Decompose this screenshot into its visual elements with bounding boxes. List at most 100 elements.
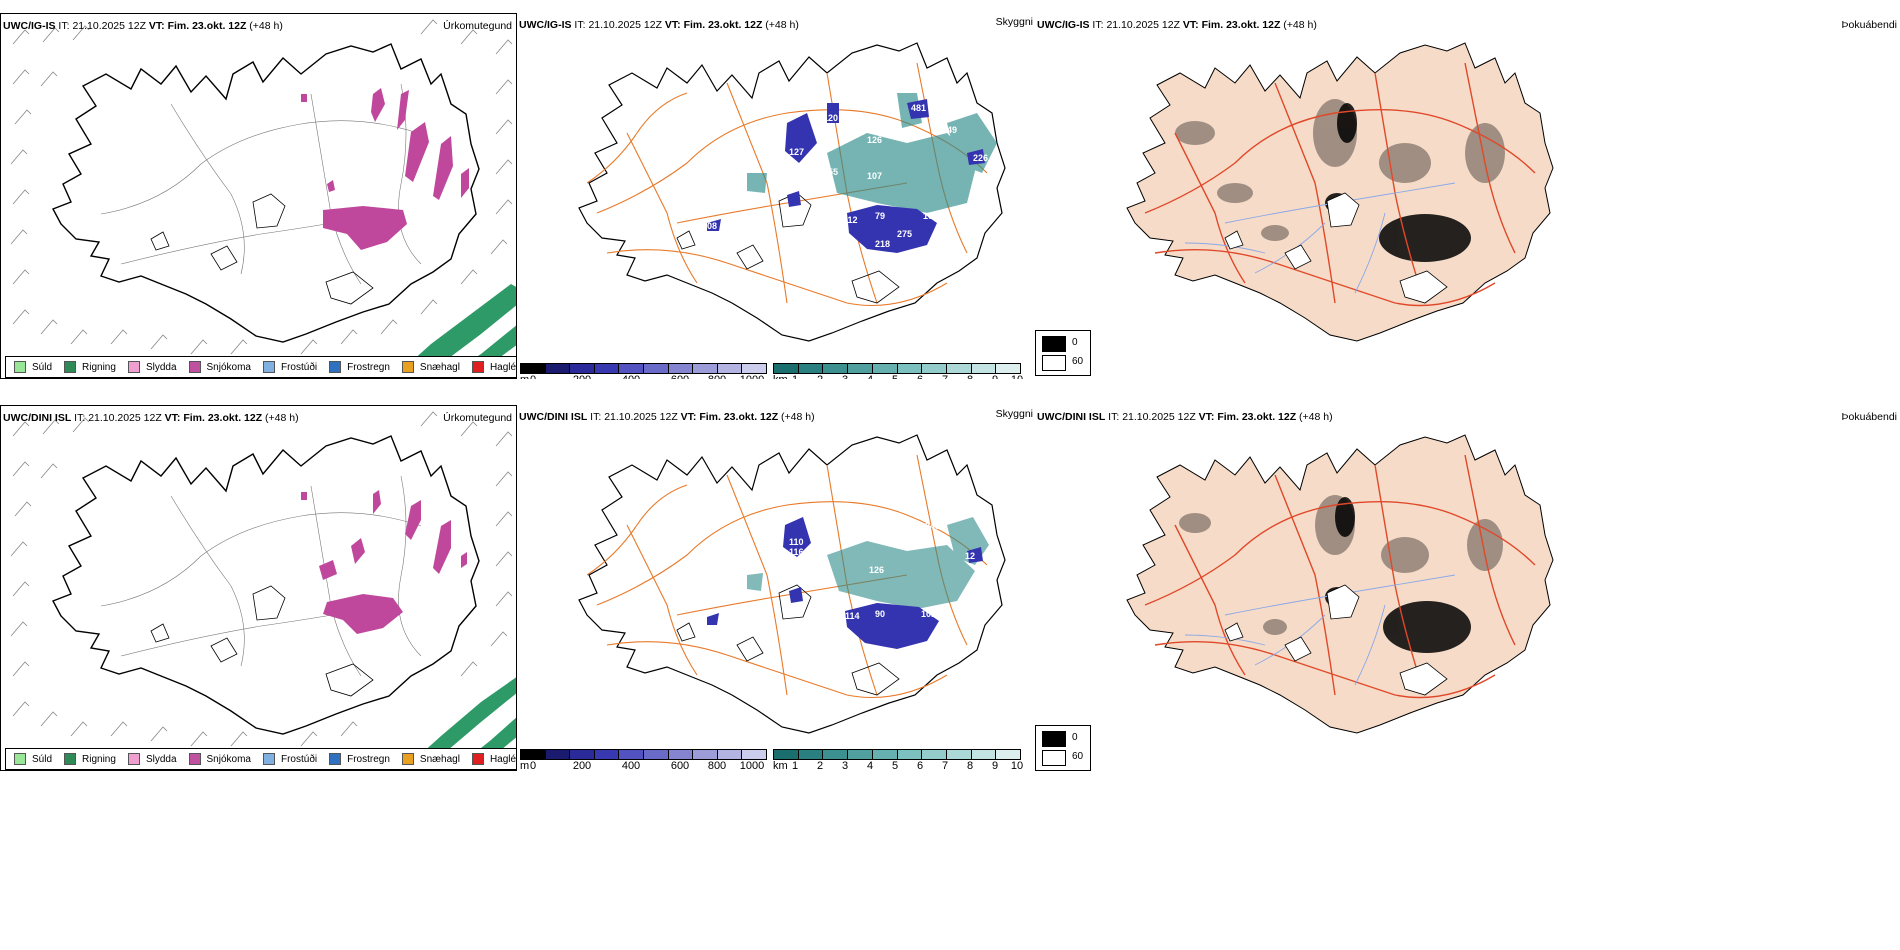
legend-item: Snjókoma [188,753,251,765]
legend-item: Frostúði [262,753,317,765]
precip-type-panel-dini: UWC/DINI ISL IT: 21.10.2025 12Z VT: Fim.… [0,405,517,771]
vis-value-label: 112 [843,215,858,225]
vis-value-label: 102 [923,211,938,221]
legend-item: Haglél [471,753,516,765]
vt-label: VT: [148,20,165,32]
it-value: 21.10.2025 12Z [1122,411,1196,423]
colorbar-tick: 6 [916,760,924,771]
vis-value-label: 126 [867,135,882,145]
fog-legend: 0 60 [1035,330,1091,376]
legend-item: Slydda [127,753,177,765]
vis-value-label: 128 [823,537,838,547]
vt-value: Fim. 23.okt. 12Z [183,412,263,424]
fog-legend-label: 60 [1072,751,1084,762]
vis-value-label: 10 [947,509,957,519]
vis-value-label: 107 [867,171,882,181]
colorbar-unit: m [520,760,530,771]
vt-value: Fim. 23.okt. 12Z [1201,19,1281,31]
vt-label: VT: [664,19,681,31]
colorbar-tick: 3 [841,760,849,771]
vis-value-label: 08 [707,221,717,231]
vis-value-label: 218 [875,239,890,249]
visibility-meter-colorbar: m 0 200 400 600 800 1000 [520,363,767,379]
lead-time: (+48 h) [765,19,799,31]
it-value: 21.10.2025 12Z [604,411,678,423]
visibility-map: 10 126 110 116 128 90 114 101 12 248 [578,434,1006,734]
colorbar-tick: 8 [967,374,973,379]
vt-value: Fim. 23.okt. 12Z [167,20,247,32]
colorbar-tick: 800 [708,374,726,379]
colorbar-tick: 10 [1011,374,1023,379]
it-label: IT: [1092,19,1104,31]
legend-item: Slydda [127,361,177,373]
colorbar-tick: 1 [792,374,798,379]
lead-time: (+48 h) [265,412,299,424]
visibility-km-colorbar: km 1 2 3 4 5 6 7 8 9 10 [773,749,1035,771]
run-info-header: UWC/IG-IS IT: 21.10.2025 12Z VT: Fim. 23… [519,19,799,31]
run-info-header: UWC/DINI ISL IT: 21.10.2025 12Z VT: Fim.… [519,411,815,423]
colorbar-tick: 2 [817,374,823,379]
vis-value-label: 49 [947,125,957,135]
colorbar-unit: km [773,374,788,379]
vt-value: Fim. 23.okt. 12Z [683,19,763,31]
vt-label: VT: [680,411,697,423]
run-info-header: UWC/IG-IS IT: 21.10.2025 12Z VT: Fim. 23… [1037,19,1317,31]
vis-value-label: 127 [789,147,804,157]
vis-value-label: 110 [789,537,804,547]
it-label: IT: [58,20,70,32]
vis-value-label: 90 [875,609,885,619]
visibility-meter-colorbar: m 0 200 400 600 800 1000 [520,749,767,771]
panel-title: Úrkomutegund [443,412,512,424]
lead-time: (+48 h) [781,411,815,423]
vis-value-label: 116 [789,547,804,557]
precip-type-map [10,19,516,378]
vt-label: VT: [164,412,181,424]
vt-label: VT: [1198,411,1215,423]
colorbar-tick: 200 [572,760,592,771]
fog-legend-swatch [1042,731,1066,747]
vis-value-label: 101 [921,609,936,619]
fog-legend-swatch [1042,336,1066,352]
vt-value: Fim. 23.okt. 12Z [699,411,779,423]
run-info-header: UWC/DINI ISL IT: 21.10.2025 12Z VT: Fim.… [3,412,299,424]
run-info-header: UWC/DINI ISL IT: 21.10.2025 12Z VT: Fim.… [1037,411,1333,423]
colorbar-tick: 1000 [740,374,764,379]
legend-item: Súld [14,361,52,373]
vis-value-label: 120 [823,113,838,123]
colorbar-tick: 0 [529,760,537,771]
colorbar-tick: 400 [622,374,640,379]
colorbar-unit: km [773,760,788,771]
model-name: UWC/DINI ISL [519,411,588,423]
fog-legend-swatch [1042,750,1066,766]
vis-value-label: 248 [925,521,940,531]
colorbar-tick: 3 [842,374,848,379]
legend-item: Haglél [471,361,516,373]
colorbar-tick: 200 [573,374,591,379]
it-value: 21.10.2025 12Z [88,412,162,424]
panel-title: Skyggni [995,16,1033,28]
visibility-map: 481 126 127 155 107 79 112 275 218 102 0… [578,42,1006,342]
colorbar-tick: 600 [670,760,690,771]
lead-time: (+48 h) [249,20,283,32]
colorbar-tick: 9 [991,760,999,771]
colorbar-tick: 600 [671,374,689,379]
precip-legend: Súld Rigning Slydda Snjókoma Frostúði Fr… [5,356,516,378]
fog-legend-label: 60 [1072,356,1084,367]
colorbar-tick: 10 [1010,760,1024,771]
colorbar-unit: m [520,374,529,379]
vis-value-label: 12 [965,551,975,561]
colorbar-tick: 9 [992,374,998,379]
fog-legend: 0 60 [1035,725,1091,771]
legend-item: Frostregn [329,753,390,765]
fog-legend-label: 0 [1072,337,1078,348]
legend-item: Rigning [64,361,116,373]
panel-title: Skyggni [995,408,1033,420]
it-label: IT: [590,411,602,423]
legend-item: Snjókoma [188,361,251,373]
legend-item: Rigning [64,753,116,765]
panel-title: Úrkomutegund [443,20,512,32]
colorbar-tick: 1000 [739,760,765,771]
vis-value-label: 275 [897,229,912,239]
run-info-header: UWC/IG-IS IT: 21.10.2025 12Z VT: Fim. 23… [3,20,283,32]
vis-value-label: 114 [845,611,860,621]
